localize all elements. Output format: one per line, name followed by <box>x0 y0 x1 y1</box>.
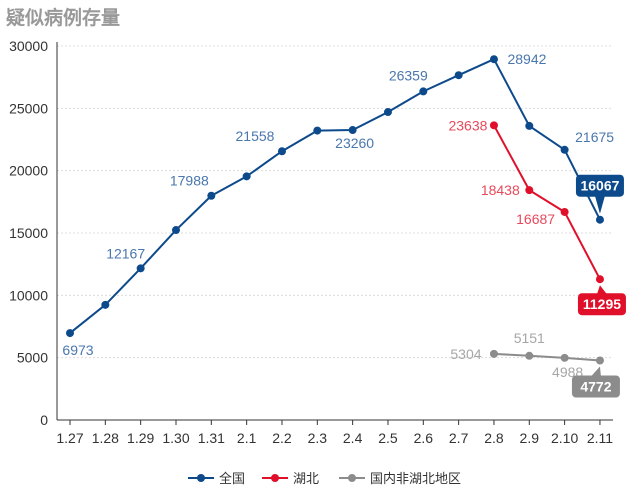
series-line <box>69 58 601 334</box>
data-point <box>595 275 604 284</box>
callout-box: 16067 <box>575 174 624 214</box>
x-tick-label: 2.4 <box>343 430 363 446</box>
x-tick-label: 1.29 <box>127 430 154 446</box>
data-point <box>489 349 498 358</box>
x-tick-label: 1.27 <box>56 430 83 446</box>
x-tick-label: 1.31 <box>198 430 225 446</box>
data-point <box>525 351 534 360</box>
data-point <box>489 55 498 64</box>
x-tick-label: 2.2 <box>272 430 292 446</box>
data-label: 21675 <box>575 129 614 145</box>
legend-item: 湖北 <box>262 472 319 487</box>
data-point <box>66 329 74 338</box>
callout-pointer <box>594 195 605 214</box>
callout-label: 11295 <box>583 296 621 312</box>
data-point <box>207 191 216 200</box>
data-point <box>383 108 392 117</box>
y-tick-label: 20000 <box>9 163 48 179</box>
x-tick-label: 1.30 <box>162 430 189 446</box>
chart-title: 疑似病例存量 <box>6 6 120 29</box>
data-point <box>171 226 180 235</box>
data-point <box>419 87 428 96</box>
callout-box: 11295 <box>577 285 626 316</box>
data-label: 16687 <box>516 211 555 227</box>
legend-label: 湖北 <box>293 472 319 487</box>
series-0 <box>66 55 604 338</box>
x-tick-label: 1.28 <box>92 430 119 446</box>
y-tick-label: 30000 <box>9 38 48 54</box>
data-label: 18438 <box>481 182 520 198</box>
y-tick-label: 5000 <box>17 350 48 366</box>
data-point <box>560 353 569 362</box>
data-point <box>595 215 604 224</box>
data-point <box>277 147 286 156</box>
data-point <box>595 356 604 365</box>
data-point <box>489 121 498 130</box>
data-point <box>101 300 110 309</box>
x-tick-label: 2.5 <box>378 430 398 446</box>
callout-label: 16067 <box>580 178 619 194</box>
x-tick-label: 2.10 <box>551 430 578 446</box>
y-tick-label: 10000 <box>9 287 48 303</box>
data-point <box>136 264 145 273</box>
x-tick-label: 2.8 <box>484 430 504 446</box>
y-tick-label: 15000 <box>9 225 48 241</box>
series-2 <box>489 349 604 365</box>
callout-pointer <box>596 285 607 295</box>
data-label: 5151 <box>514 330 545 346</box>
callout-background <box>575 174 624 197</box>
legend-label: 国内非湖北地区 <box>370 471 461 487</box>
data-label: 23638 <box>448 117 487 133</box>
data-point <box>242 172 251 181</box>
legend-marker <box>348 474 356 482</box>
series-layer <box>66 55 604 365</box>
x-tick-label: 2.7 <box>449 430 469 446</box>
series-line <box>493 124 601 280</box>
data-label: 5304 <box>450 346 481 362</box>
data-point <box>560 145 569 154</box>
series-1 <box>489 121 604 284</box>
callout-background <box>577 293 626 316</box>
x-tick-label: 2.9 <box>520 430 540 446</box>
data-point <box>454 71 463 80</box>
legend-item: 国内非湖北地区 <box>339 471 461 487</box>
data-label: 12167 <box>106 245 145 261</box>
data-label: 6973 <box>62 342 93 358</box>
data-point <box>313 126 322 135</box>
x-tick-label: 2.11 <box>587 430 613 446</box>
axes: 0 5000 10000 15000 20000 25000 30000 1.27 1.28 1.… <box>9 38 613 446</box>
x-tick-label: 2.1 <box>237 430 257 446</box>
data-labels: 6973 12167 17988 21558 23260 26359 28942 21675 1… <box>62 51 626 398</box>
data-label: 17988 <box>170 173 209 189</box>
callout-pointer <box>590 366 601 377</box>
data-point <box>525 121 534 130</box>
data-label: 21558 <box>236 128 275 144</box>
series-line <box>493 352 601 362</box>
legend: 全国 湖北 国内非湖北地区 <box>188 471 461 487</box>
legend-item: 全国 <box>188 471 245 487</box>
legend-marker <box>197 474 205 482</box>
x-tick-label: 2.6 <box>414 430 434 446</box>
y-tick-label: 0 <box>40 412 48 428</box>
grid-lines <box>57 45 613 359</box>
callout-background <box>571 375 620 398</box>
data-point <box>560 207 569 216</box>
x-tick-label: 2.3 <box>308 430 328 446</box>
data-label: 23260 <box>335 135 374 151</box>
data-point <box>525 186 534 195</box>
data-label: 26359 <box>389 67 428 83</box>
callout-box: 4772 <box>571 366 620 398</box>
legend-marker <box>271 474 279 482</box>
y-tick-label: 25000 <box>9 100 48 116</box>
data-point <box>348 126 357 135</box>
data-label: 28942 <box>507 51 546 67</box>
callout-label: 4772 <box>580 379 611 395</box>
legend-label: 全国 <box>219 471 245 487</box>
